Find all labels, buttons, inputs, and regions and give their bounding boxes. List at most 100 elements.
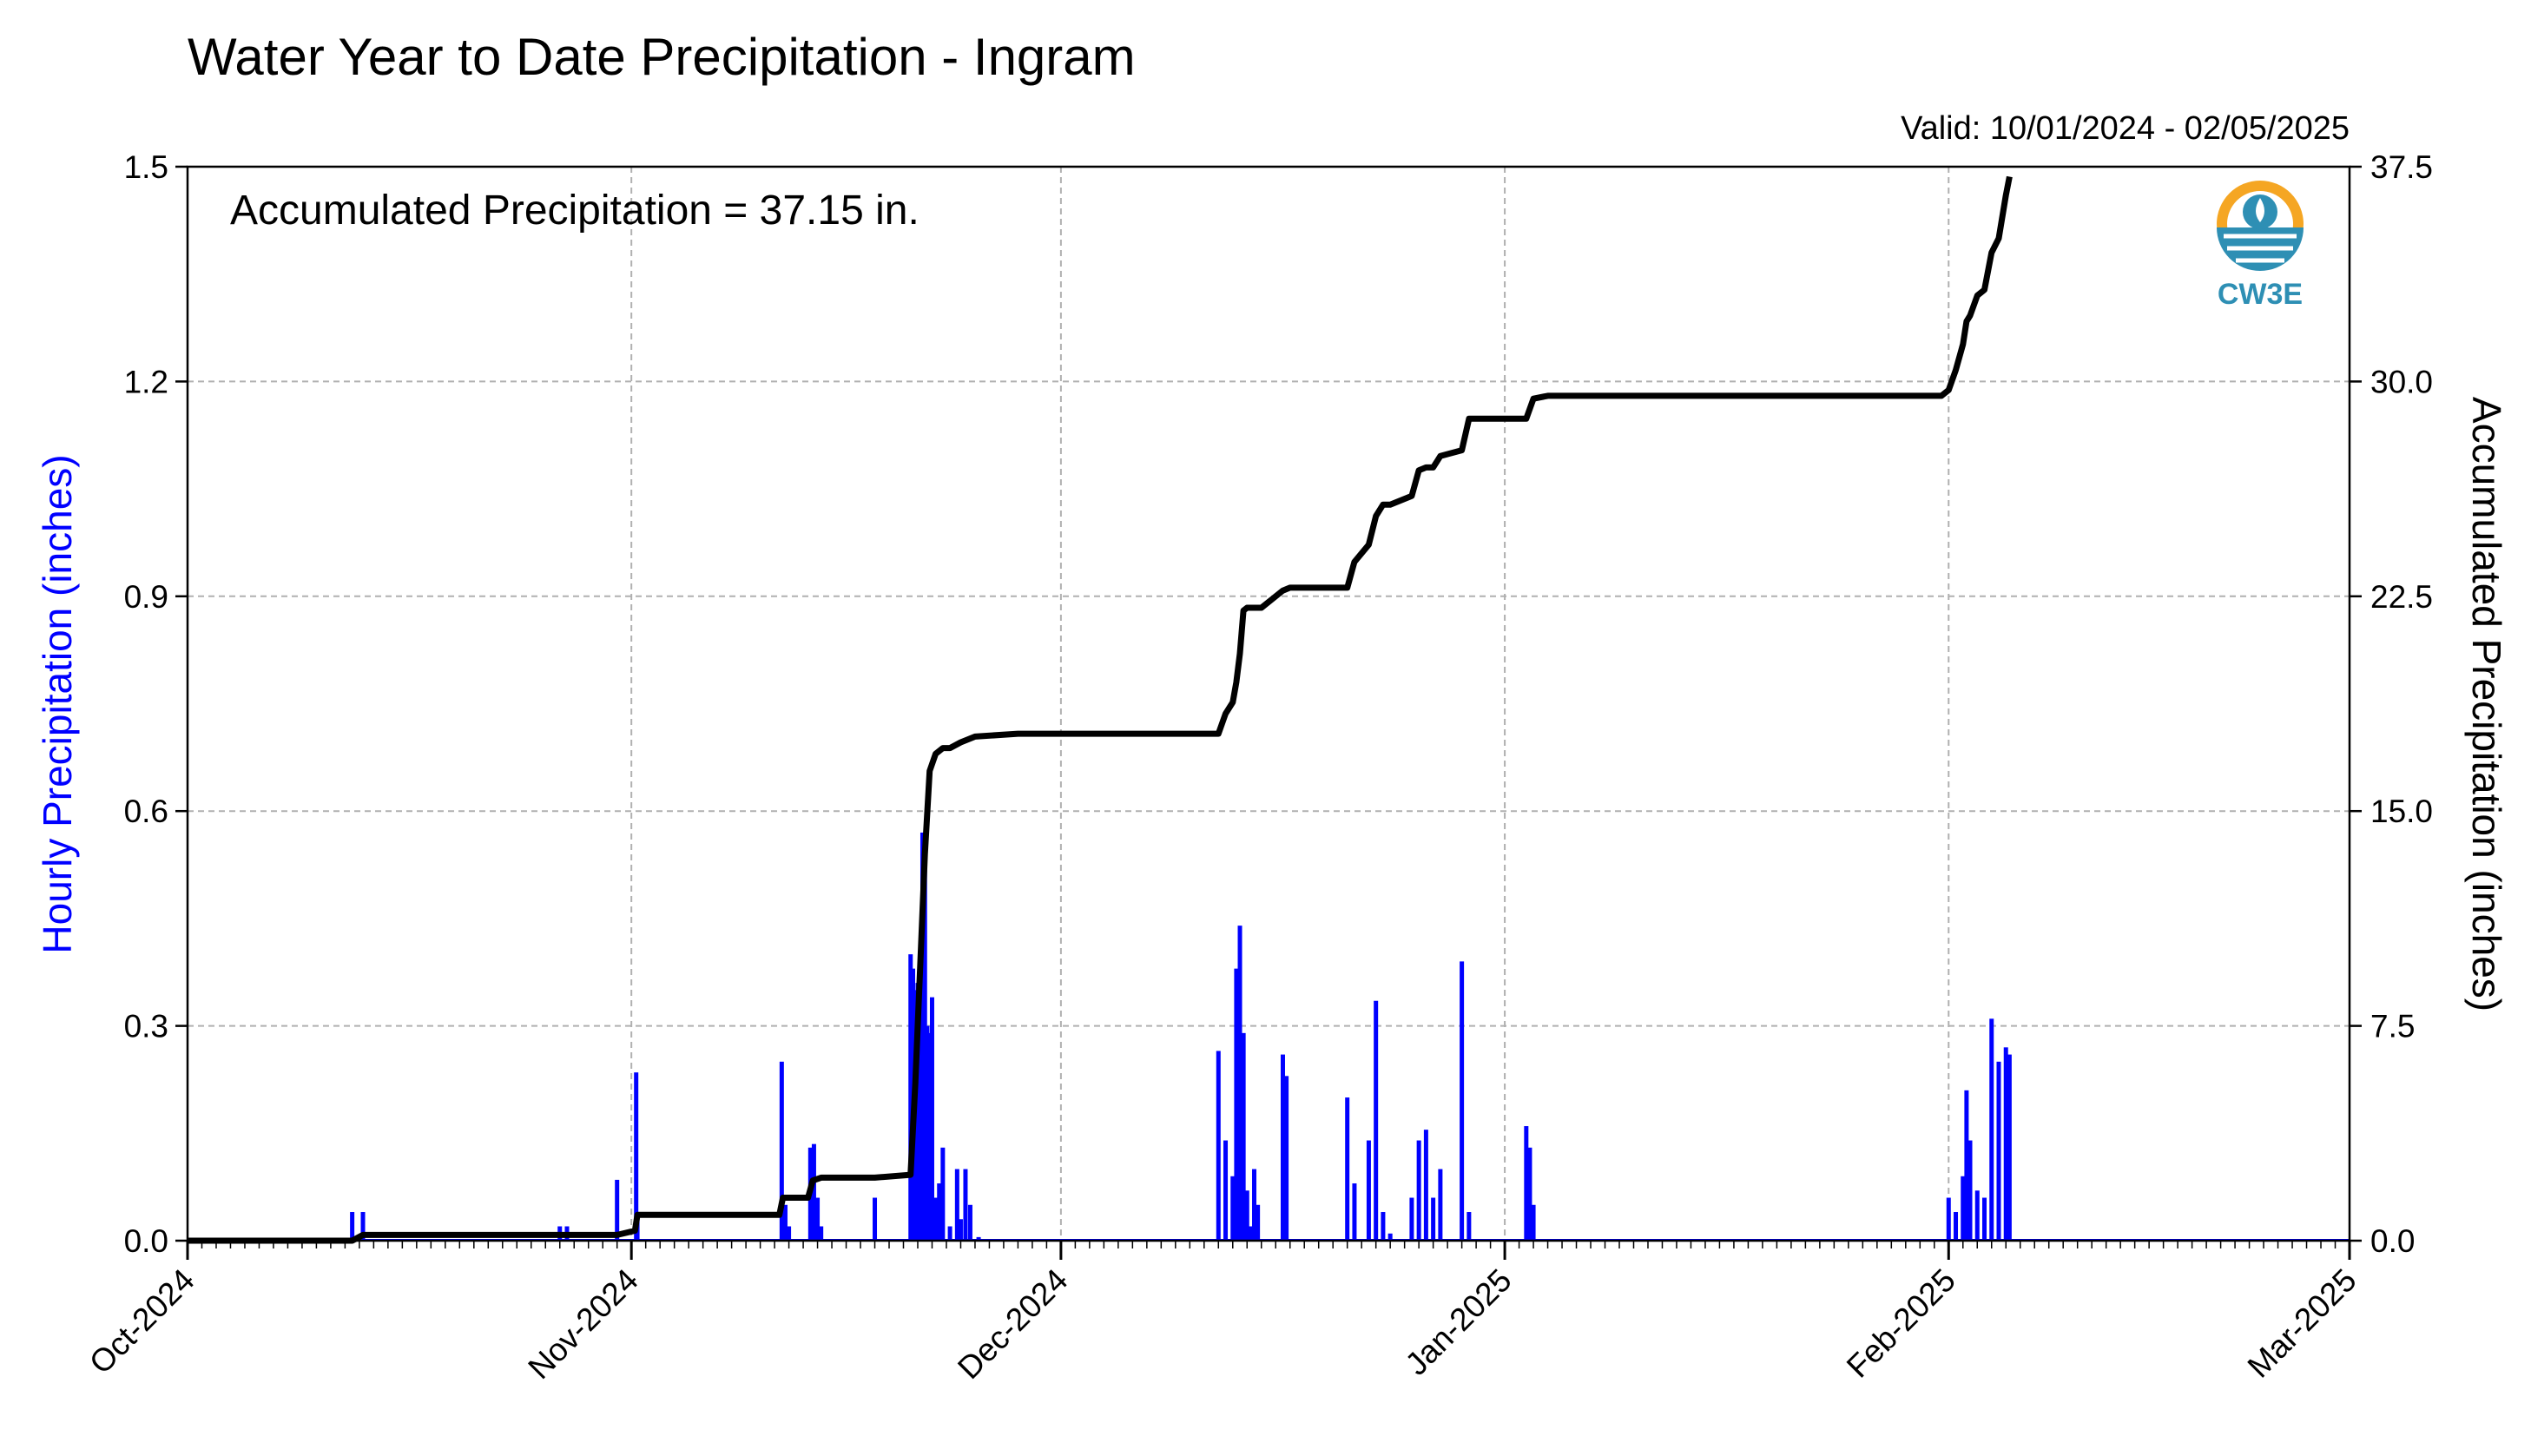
valid-date-range: Valid: 10/01/2024 - 02/05/2025	[1901, 110, 2350, 147]
hourly-precip-bar	[634, 1072, 639, 1241]
hourly-precip-bar	[1460, 961, 1465, 1241]
grid-lines	[188, 167, 2350, 1241]
hourly-precip-bar	[1409, 1197, 1414, 1241]
hourly-precip-bar	[1967, 1140, 1973, 1241]
chart-title: Water Year to Date Precipitation - Ingra…	[188, 28, 1136, 86]
hourly-precip-bar	[908, 954, 913, 1241]
hourly-precip-bar	[1974, 1190, 1980, 1241]
hourly-precip-bar	[947, 1226, 952, 1241]
hourly-precip-bar	[954, 1169, 959, 1241]
left-tick-label: 0.9	[124, 579, 168, 615]
right-tick-label: 0.0	[2370, 1223, 2415, 1259]
hourly-precip-bar	[1996, 1061, 2001, 1241]
left-tick-label: 0.6	[124, 794, 168, 829]
hourly-precip-bar	[1234, 968, 1239, 1241]
hourly-precip-bar	[1256, 1204, 1261, 1241]
right-tick-label: 30.0	[2370, 364, 2433, 399]
hourly-precip-bar	[1366, 1140, 1371, 1241]
right-tick-label: 15.0	[2370, 794, 2433, 829]
hourly-precip-bars	[188, 832, 2350, 1241]
hourly-precip-bar	[1352, 1183, 1357, 1241]
hourly-precip-bar	[1381, 1212, 1386, 1241]
hourly-precip-bar	[919, 832, 925, 1241]
hourly-precip-bar	[2007, 1054, 2012, 1241]
x-tick-label: Feb-2025	[1840, 1262, 1962, 1385]
right-tick-label: 7.5	[2370, 1009, 2415, 1044]
cw3e-logo: CW3E	[2217, 181, 2304, 311]
hourly-precip-bar	[958, 1219, 963, 1241]
hourly-precip-bar	[1374, 1000, 1379, 1241]
hourly-precip-bar	[925, 1025, 930, 1241]
hourly-precip-bar	[873, 1197, 878, 1241]
x-tick-label: Nov-2024	[521, 1262, 644, 1386]
left-tick-label: 0.3	[124, 1009, 168, 1044]
hourly-precip-bar	[811, 1143, 816, 1241]
x-tick-label: Mar-2025	[2241, 1262, 2363, 1385]
hourly-precip-bar	[1964, 1090, 1969, 1241]
hourly-precip-bar	[1280, 1054, 1285, 1241]
hourly-precip-bar	[1423, 1130, 1428, 1241]
hourly-precip-bar	[1467, 1212, 1472, 1241]
hourly-precip-bar	[1989, 1018, 1994, 1241]
hourly-precip-bar	[1531, 1204, 1536, 1241]
logo-text: CW3E	[2218, 278, 2303, 311]
hourly-precip-bar	[782, 1204, 788, 1241]
hourly-precip-bar	[1230, 1176, 1236, 1241]
hourly-precip-bar	[1982, 1197, 1987, 1241]
hourly-precip-bar	[963, 1169, 968, 1241]
hourly-precip-bar	[615, 1179, 620, 1241]
hourly-precip-bar	[1248, 1226, 1253, 1241]
hourly-precip-bar	[787, 1226, 792, 1241]
accumulated-annotation: Accumulated Precipitation = 37.15 in.	[230, 188, 919, 234]
hourly-precip-bar	[922, 847, 927, 1241]
hourly-precip-bar	[1244, 1190, 1249, 1241]
hourly-precip-bar	[1954, 1212, 1959, 1241]
hourly-precip-bar	[779, 1061, 784, 1241]
hourly-precip-bar	[927, 1032, 933, 1241]
hourly-precip-bar	[1237, 926, 1242, 1241]
x-tick-label: Oct-2024	[82, 1262, 201, 1381]
hourly-precip-bar	[937, 1183, 942, 1241]
x-tick-label: Dec-2024	[951, 1262, 1074, 1386]
hourly-precip-bar	[1961, 1176, 1966, 1241]
left-tick-label: 1.5	[124, 149, 168, 185]
hourly-precip-bar	[1431, 1197, 1436, 1241]
right-axis-label: Accumulated Precipitation (inches)	[2464, 397, 2509, 1011]
hourly-precip-bar	[350, 1212, 355, 1241]
left-axis-ticks: 0.0 0.3 0.6 0.9 1.2 1.5	[124, 149, 188, 1259]
hourly-precip-bar	[918, 1025, 923, 1241]
hourly-precip-bar	[1387, 1233, 1393, 1241]
hourly-precip-bar	[940, 1147, 946, 1241]
hourly-precip-bar	[1241, 1032, 1246, 1241]
hourly-precip-bar	[1223, 1140, 1229, 1241]
hourly-precip-bar	[1524, 1126, 1529, 1241]
hourly-precip-bar	[1252, 1169, 1257, 1241]
hourly-precip-bar	[915, 983, 920, 1241]
left-axis-label: Hourly Precipitation (inches)	[35, 454, 80, 953]
right-tick-label: 22.5	[2370, 579, 2433, 615]
hourly-precip-bar	[1527, 1147, 1532, 1241]
hourly-precip-bar	[929, 997, 934, 1241]
hourly-precip-bar	[976, 1236, 981, 1241]
plot-frame	[186, 165, 2351, 1242]
hourly-precip-bar	[360, 1212, 366, 1241]
hourly-precip-bar	[967, 1204, 972, 1241]
accumulated-precip-line	[188, 175, 2013, 1244]
hourly-precip-bar	[1416, 1140, 1421, 1241]
right-axis-ticks: 0.0 7.5 15.0 22.5 30.0 37.5	[2350, 149, 2433, 1259]
hourly-precip-bar	[1216, 1051, 1221, 1241]
hourly-precip-bar	[2003, 1047, 2008, 1241]
right-tick-label: 37.5	[2370, 149, 2433, 185]
left-tick-label: 1.2	[124, 364, 168, 399]
x-tick-label: Jan-2025	[1399, 1262, 1519, 1382]
x-axis-ticks: Oct-2024 Nov-2024 Dec-2024 Jan-2025 Feb-2025…	[82, 1241, 2363, 1386]
hourly-precip-bar	[1284, 1076, 1289, 1241]
hourly-precip-bar	[1438, 1169, 1443, 1241]
hourly-precip-bar	[1345, 1097, 1350, 1241]
hourly-precip-bar	[815, 1197, 821, 1241]
hourly-precip-bar	[933, 1197, 939, 1241]
left-tick-label: 0.0	[124, 1223, 168, 1259]
hourly-precip-bar	[819, 1226, 824, 1241]
hourly-precip-bar	[1946, 1197, 1951, 1241]
